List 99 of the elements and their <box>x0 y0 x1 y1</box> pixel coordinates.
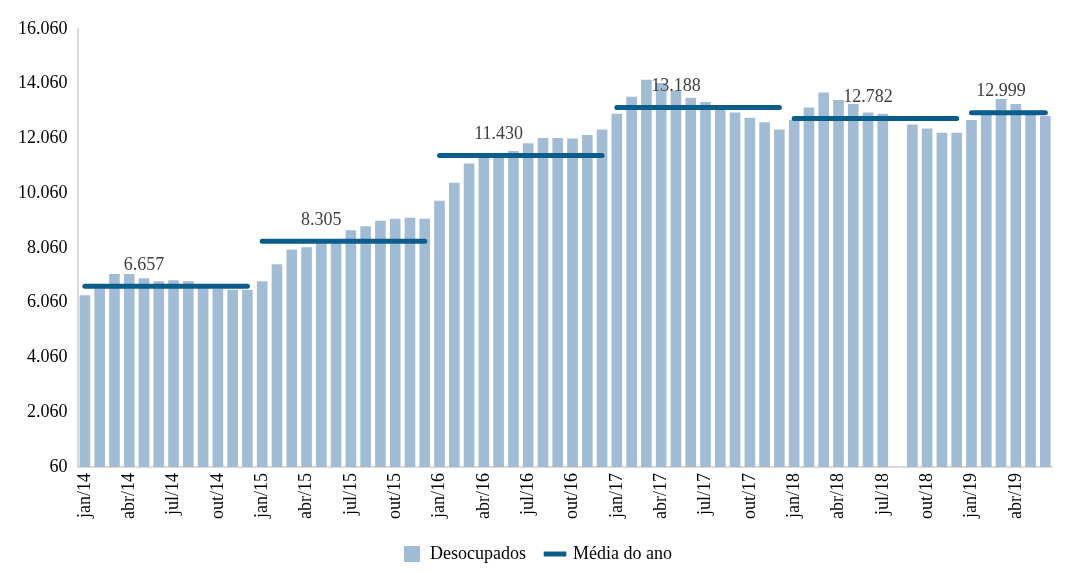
x-tick-label: jul/16 <box>516 473 537 517</box>
x-tick-label: jan/18 <box>782 473 803 519</box>
bar <box>94 287 105 467</box>
x-tick-label: out/16 <box>561 473 582 520</box>
bar <box>478 157 490 467</box>
bar <box>729 112 741 467</box>
bar <box>79 295 91 467</box>
y-tick-label: 14.060 <box>18 72 68 93</box>
y-tick-label: 4.060 <box>27 346 68 367</box>
x-tick-label: jul/14 <box>162 473 183 517</box>
bar <box>995 98 1007 467</box>
x-tick-label: out/14 <box>206 473 227 520</box>
bar <box>936 132 948 467</box>
bar <box>212 288 224 467</box>
bar <box>138 278 150 467</box>
bar <box>419 218 431 467</box>
x-tick-label: jan/14 <box>73 473 94 519</box>
bar <box>596 129 608 467</box>
bar <box>404 217 416 467</box>
bar <box>611 113 623 467</box>
bar <box>685 97 697 467</box>
bar <box>670 90 682 467</box>
bar <box>714 107 726 467</box>
x-tick-label: jul/15 <box>339 473 360 517</box>
bar <box>522 143 534 467</box>
bar <box>788 120 800 467</box>
data-label: 13.188 <box>651 75 701 96</box>
bar <box>153 281 165 467</box>
x-tick-label: jan/16 <box>428 473 449 519</box>
x-tick-label: jan/15 <box>250 473 271 519</box>
bar <box>109 273 120 467</box>
bar <box>567 138 578 467</box>
x-tick-label: abr/14 <box>117 473 138 519</box>
y-tick-label: 2.060 <box>27 400 68 421</box>
x-tick-label: out/15 <box>383 473 404 520</box>
x-tick-label: jul/18 <box>871 473 892 517</box>
bar <box>463 163 475 467</box>
x-tick-label: abr/15 <box>295 473 316 519</box>
bar <box>581 135 593 467</box>
y-tick-label: 60 <box>49 455 68 476</box>
y-tick-label: 8.060 <box>27 236 68 257</box>
bar <box>123 273 135 467</box>
bar <box>907 124 918 467</box>
data-label: 12.782 <box>843 86 893 107</box>
bar <box>833 100 844 467</box>
legend-label: Desocupados <box>430 542 527 563</box>
bar <box>345 230 357 467</box>
x-tick-label: out/18 <box>915 473 936 520</box>
x-tick-label: abr/18 <box>827 473 848 519</box>
bar <box>552 138 564 467</box>
y-tick-label: 16.060 <box>18 17 68 38</box>
bar <box>966 120 977 467</box>
bar <box>847 104 859 467</box>
bar <box>168 280 179 467</box>
bar <box>286 249 298 467</box>
x-tick-label: jan/17 <box>605 473 626 519</box>
bar <box>803 107 815 467</box>
bar <box>227 289 238 467</box>
bar <box>700 101 711 467</box>
data-label: 11.430 <box>474 123 524 144</box>
bar <box>256 281 268 467</box>
bar <box>862 112 874 467</box>
bar <box>271 264 283 467</box>
bar <box>242 289 253 467</box>
bar <box>1010 104 1022 467</box>
bar <box>1040 115 1051 467</box>
data-label: 6.657 <box>123 254 165 275</box>
bar <box>641 79 652 467</box>
bar <box>818 92 830 467</box>
bar <box>877 113 889 467</box>
bar <box>448 182 460 467</box>
x-tick-label: jul/17 <box>694 473 715 517</box>
bar <box>375 220 386 467</box>
x-tick-label: abr/19 <box>1004 473 1025 519</box>
bar <box>951 132 963 467</box>
bar <box>493 157 504 467</box>
legend-label: Média do ano <box>573 542 672 563</box>
data-label: 12.999 <box>976 80 1026 101</box>
bar <box>626 96 637 467</box>
bar <box>508 150 519 467</box>
y-tick-label: 6.060 <box>27 291 68 312</box>
bar <box>774 129 785 467</box>
x-tick-label: abr/17 <box>649 473 670 519</box>
bar <box>301 247 312 467</box>
bar <box>744 117 756 467</box>
data-label: 8.305 <box>301 208 342 229</box>
bar <box>389 218 401 467</box>
bar <box>434 200 445 467</box>
bar <box>921 128 933 467</box>
x-tick-label: out/17 <box>738 473 759 520</box>
bar <box>360 226 371 467</box>
bar <box>183 281 194 467</box>
bar <box>315 243 327 467</box>
x-tick-label: abr/16 <box>472 473 493 519</box>
x-tick-label: jan/19 <box>960 473 981 519</box>
bar <box>537 138 549 467</box>
y-tick-label: 10.060 <box>18 181 68 202</box>
bar <box>759 122 770 467</box>
y-tick-label: 12.060 <box>18 127 68 148</box>
